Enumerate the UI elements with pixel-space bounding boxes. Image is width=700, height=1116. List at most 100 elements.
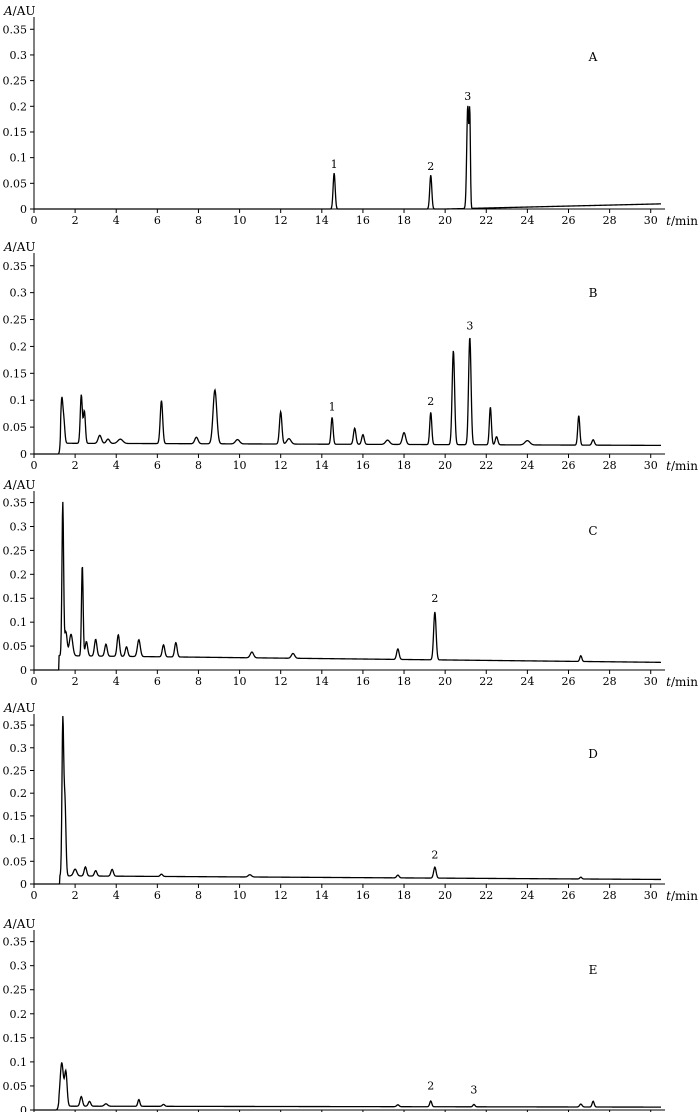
x-tick-label: 28	[603, 214, 617, 227]
x-tick-label: 6	[154, 459, 161, 472]
y-tick-label: 0	[20, 1104, 27, 1112]
series-line-B	[34, 337, 661, 455]
x-tick-label: 22	[479, 675, 493, 688]
y-tick-label: 0.2	[10, 568, 28, 581]
x-tick-label: 20	[438, 459, 452, 472]
x-tick-label: 2	[72, 214, 79, 227]
x-tick-label: 22	[479, 889, 493, 902]
peak-label: 3	[470, 1083, 477, 1096]
y-tick-label: 0.1	[10, 616, 28, 629]
x-tick-label: 18	[397, 214, 411, 227]
x-tick-label: 30	[644, 675, 658, 688]
y-tick-label: 0.2	[10, 787, 28, 800]
peak-label: 2	[431, 592, 438, 605]
x-tick-label: 14	[315, 214, 329, 227]
x-tick-label: 8	[195, 214, 202, 227]
y-tick-label: 0	[20, 203, 27, 216]
y-tick-label: 0.25	[3, 75, 28, 88]
series-line-A	[34, 105, 662, 210]
panel-label-E: E	[589, 963, 598, 977]
y-tick-label: 0	[20, 878, 27, 891]
y-tick-label: 0.2	[10, 1008, 28, 1021]
x-tick-label: 12	[274, 214, 288, 227]
y-tick-label: 0.25	[3, 984, 28, 997]
x-tick-label: 10	[233, 214, 247, 227]
y-tick-label: 0.05	[3, 421, 28, 434]
y-tick-label: 0.15	[3, 367, 28, 380]
x-tick-label: 0	[31, 889, 38, 902]
x-tick-label: 26	[561, 214, 575, 227]
y-tick-label: 0.35	[3, 260, 28, 273]
x-tick-label: 6	[154, 675, 161, 688]
x-tick-label: 16	[356, 889, 370, 902]
x-tick-label: 6	[154, 889, 161, 902]
x-tick-label: 12	[274, 459, 288, 472]
y-tick-label: 0.15	[3, 592, 28, 605]
y-tick-label: 0.2	[10, 340, 28, 353]
series-line-D	[34, 715, 661, 885]
y-tick-label: 0.25	[3, 764, 28, 777]
y-tick-label: 0.05	[3, 177, 28, 190]
x-tick-label: 26	[561, 675, 575, 688]
x-tick-label: 30	[644, 459, 658, 472]
y-tick-label: 0.15	[3, 810, 28, 823]
x-tick-label: 12	[274, 675, 288, 688]
x-tick-label: 8	[195, 459, 202, 472]
peak-label: 2	[427, 160, 434, 173]
peak-label: 3	[466, 320, 473, 333]
x-tick-label: 2	[72, 675, 79, 688]
y-tick-label: 0.3	[10, 287, 28, 300]
x-axis-title: t/min	[666, 214, 698, 228]
x-tick-label: 10	[233, 459, 247, 472]
peak-label: 1	[331, 158, 338, 171]
x-tick-label: 0	[31, 459, 38, 472]
y-tick-label: 0.3	[10, 960, 28, 973]
y-tick-label: 0.05	[3, 640, 28, 653]
peak-label: 3	[464, 90, 471, 103]
x-tick-label: 4	[113, 459, 120, 472]
x-tick-label: 14	[315, 459, 329, 472]
y-tick-label: 0	[20, 664, 27, 677]
panel-label-C: C	[588, 524, 597, 538]
y-tick-label: 0.3	[10, 49, 28, 62]
x-tick-label: 14	[315, 889, 329, 902]
x-tick-label: 16	[356, 214, 370, 227]
x-tick-label: 24	[520, 675, 534, 688]
peak-label: 2	[427, 395, 434, 408]
x-tick-label: 28	[603, 889, 617, 902]
x-tick-label: 28	[603, 459, 617, 472]
x-tick-label: 2	[72, 459, 79, 472]
y-tick-label: 0.35	[3, 23, 28, 36]
x-tick-label: 16	[356, 459, 370, 472]
y-tick-label: 0.3	[10, 742, 28, 755]
x-tick-label: 2	[72, 889, 79, 902]
x-tick-label: 20	[438, 675, 452, 688]
y-axis-title: A/AU	[3, 701, 36, 715]
y-tick-label: 0.1	[10, 152, 28, 165]
x-tick-label: 30	[644, 214, 658, 227]
x-tick-label: 22	[479, 459, 493, 472]
x-tick-label: 0	[31, 214, 38, 227]
x-tick-label: 4	[113, 889, 120, 902]
y-tick-label: 0.35	[3, 497, 28, 510]
x-tick-label: 8	[195, 675, 202, 688]
y-tick-label: 0.1	[10, 833, 28, 846]
x-tick-label: 8	[195, 889, 202, 902]
x-tick-label: 10	[233, 889, 247, 902]
y-axis-title: A/AU	[3, 478, 36, 492]
y-tick-label: 0.2	[10, 100, 28, 113]
x-tick-label: 24	[520, 459, 534, 472]
y-tick-label: 0.05	[3, 1080, 28, 1093]
x-tick-label: 18	[397, 889, 411, 902]
x-tick-label: 26	[561, 889, 575, 902]
y-tick-label: 0.25	[3, 314, 28, 327]
y-tick-label: 0.15	[3, 1032, 28, 1045]
y-axis-title: A/AU	[3, 917, 36, 931]
x-tick-label: 20	[438, 214, 452, 227]
x-tick-label: 28	[603, 675, 617, 688]
x-tick-label: 22	[479, 214, 493, 227]
x-tick-label: 18	[397, 675, 411, 688]
x-tick-label: 16	[356, 675, 370, 688]
